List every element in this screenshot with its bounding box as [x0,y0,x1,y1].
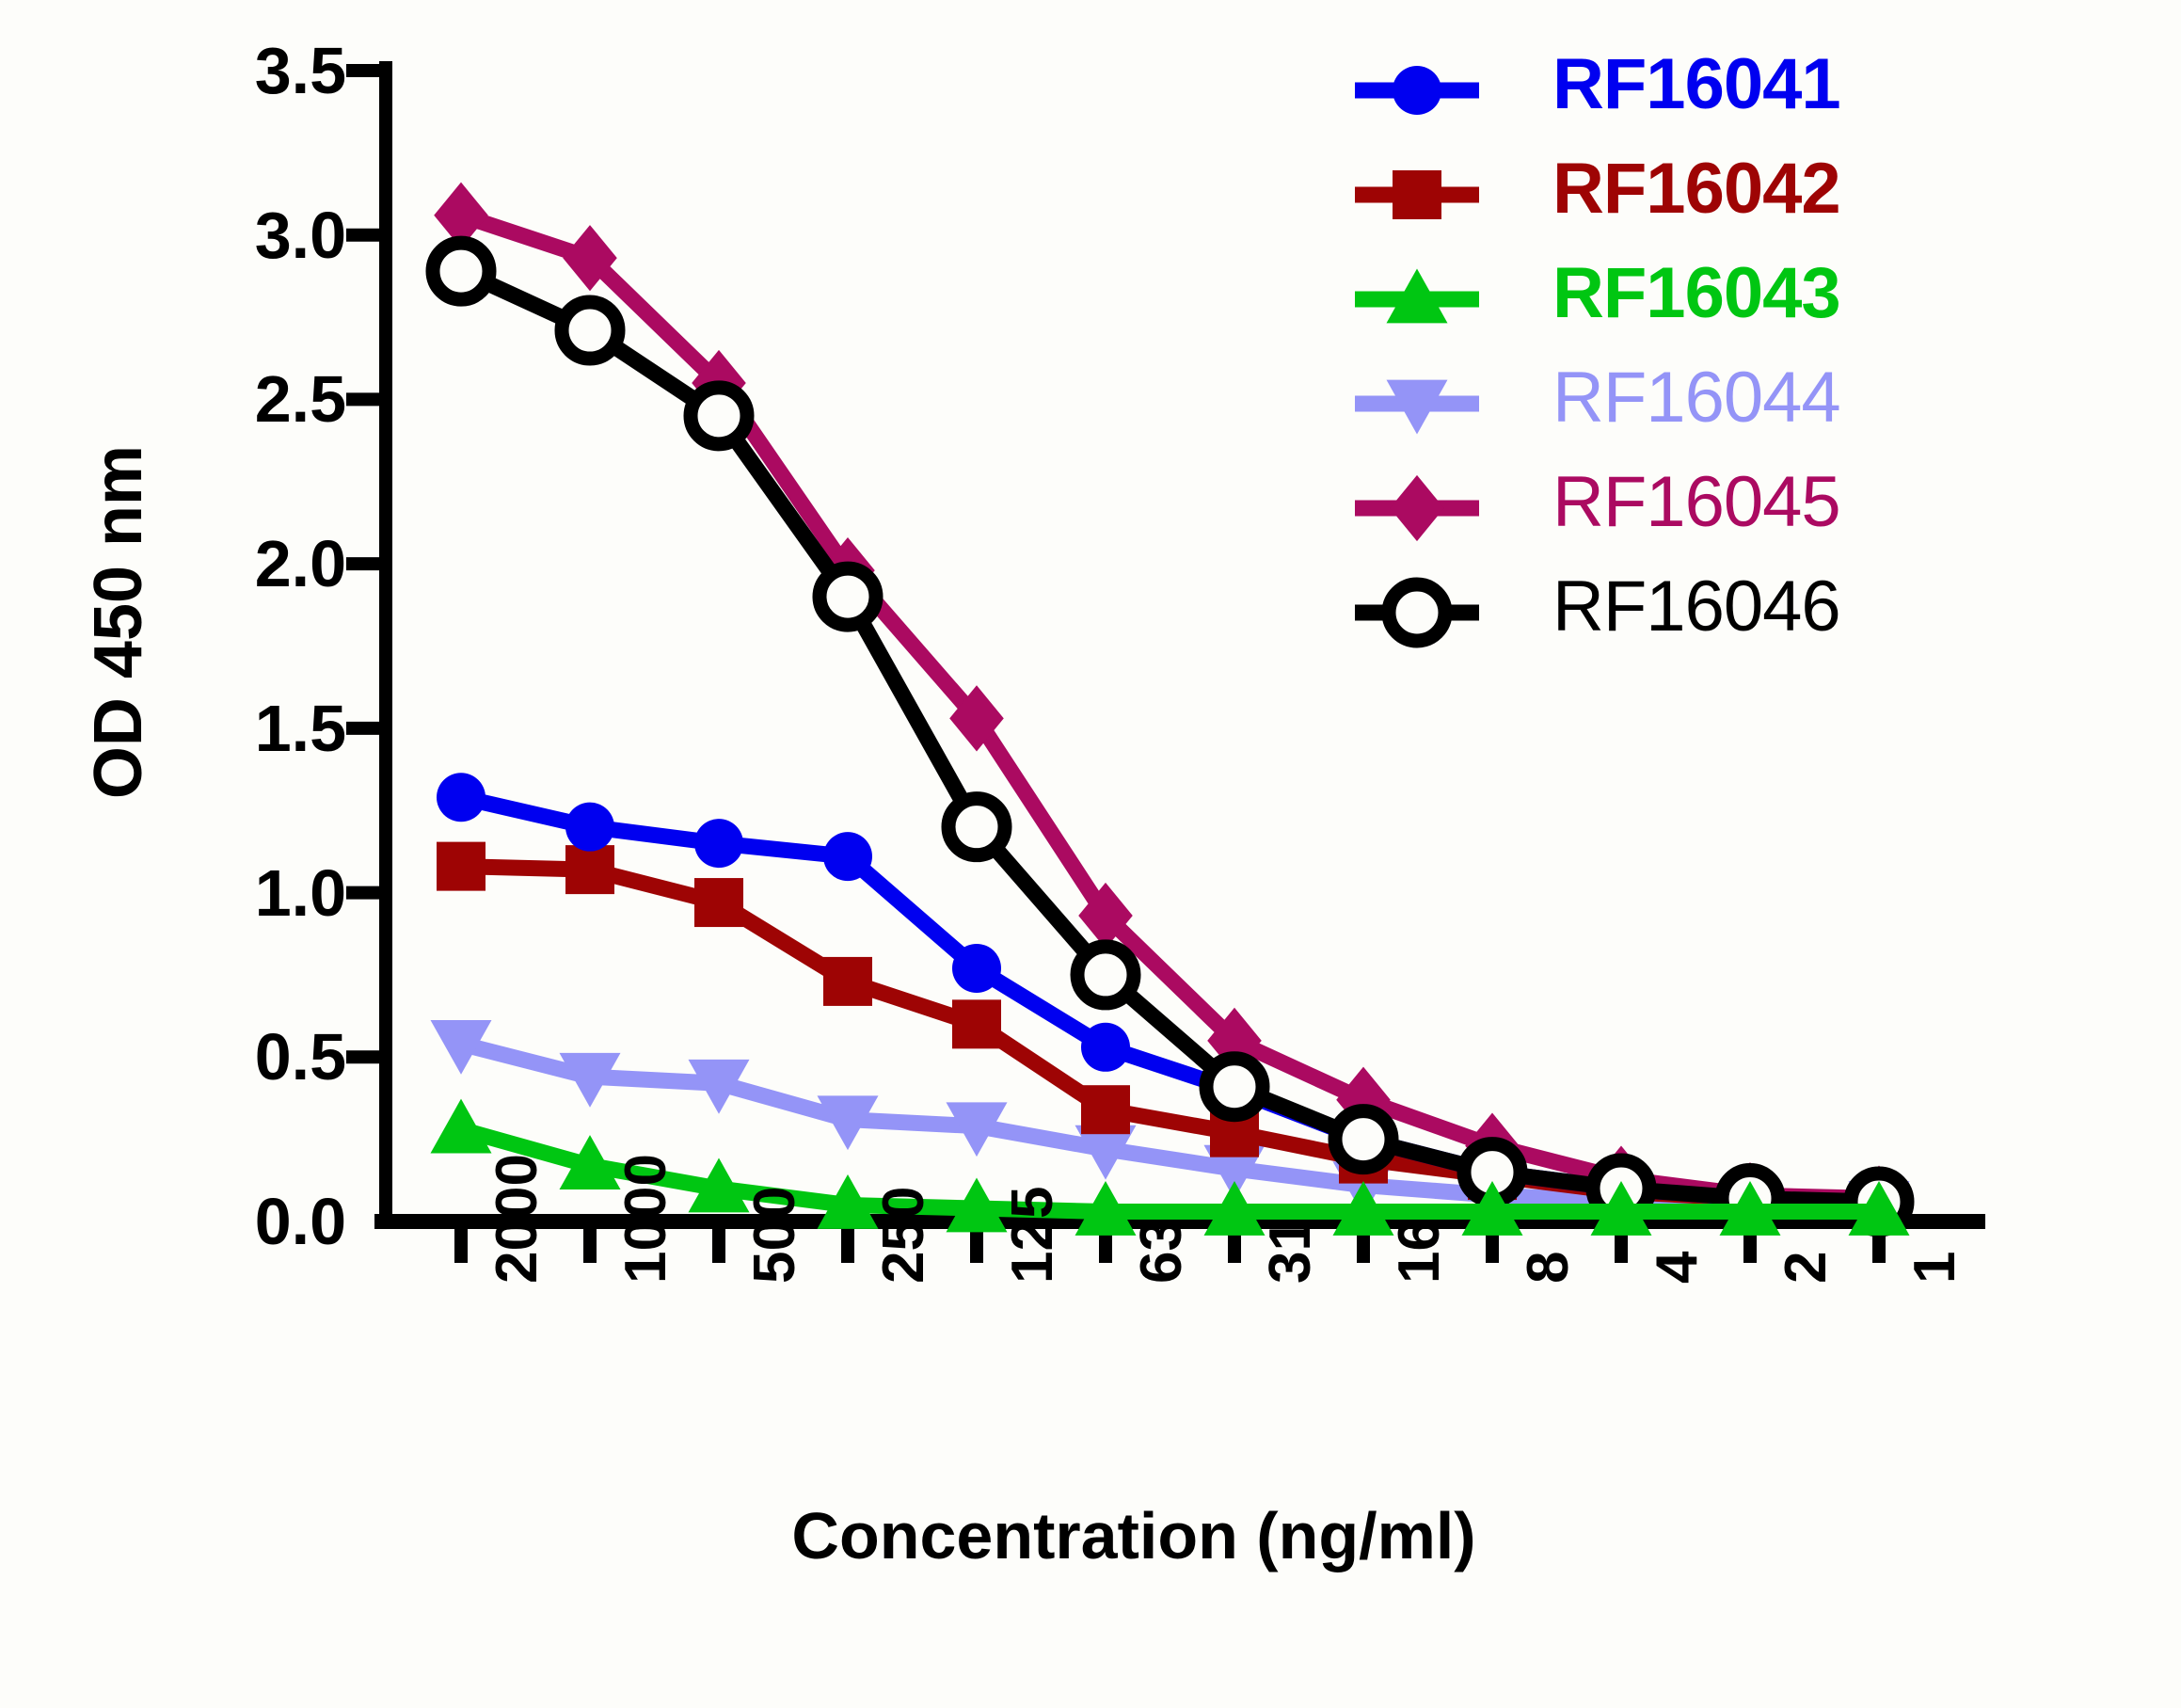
legend-label-RF16043[interactable]: RF16043 [1552,253,1841,333]
x-tick-label: 250 [871,1186,936,1284]
legend-swatch-RF16041[interactable] [1355,66,1479,115]
legend-swatch-RF16044[interactable] [1355,379,1479,435]
y-tick-label: 2.5 [254,362,346,437]
series-RF16043 [430,1098,1910,1236]
data-point-circle-open [554,295,626,366]
data-point-diamond [434,182,488,248]
x-tick-label: 8 [1516,1251,1581,1284]
data-point-circle [1393,66,1441,115]
data-point-triangle-up [1203,1181,1266,1236]
data-point-diamond [563,225,617,292]
legend-swatch-RF16045[interactable] [1355,474,1479,542]
y-tick-label: 0.5 [254,1020,346,1094]
data-point-circle [1081,1022,1130,1072]
legend-swatch-RF16043[interactable] [1355,268,1479,324]
data-point-circle-open [941,791,1012,863]
y-tick-label: 2.0 [254,527,346,601]
legend-label-RF16041[interactable]: RF16041 [1552,44,1841,124]
data-point-square [565,845,614,895]
data-point-circle [823,832,872,882]
data-point-square [437,841,486,891]
data-point-circle-open [425,235,497,307]
data-point-diamond [1336,1066,1391,1133]
data-point-circle [952,943,1001,993]
x-tick-label: 1 [1902,1251,1967,1284]
y-tick-label: 3.0 [254,198,346,272]
data-point-triangle-up [817,1174,879,1229]
data-point-diamond [1390,474,1444,542]
data-point-triangle-up [1590,1181,1652,1236]
legend-label-RF16046[interactable]: RF16046 [1552,567,1841,646]
x-tick-label: 500 [742,1186,807,1284]
data-point-triangle-down [946,1102,1008,1157]
x-axis-title: Concentration (ng/ml) [791,1499,1476,1572]
data-point-circle [437,773,486,822]
data-point-triangle-down [559,1052,621,1108]
data-point-triangle-up [688,1157,750,1213]
y-tick-label: 0.0 [254,1185,346,1258]
data-point-square [1081,1085,1130,1135]
legend-label-RF16045[interactable]: RF16045 [1552,462,1841,542]
y-axis-ticks [346,64,386,1064]
data-point-circle-open [683,380,755,452]
x-tick-label: 4 [1645,1251,1710,1284]
data-point-triangle-down [1386,379,1448,435]
data-point-triangle-up [946,1177,1008,1233]
x-tick-label: 1000 [613,1154,678,1284]
x-tick-label: 125 [1000,1186,1065,1284]
data-point-circle-open [1381,577,1453,648]
x-tick-label: 31 [1258,1219,1323,1284]
legend-swatch-RF16042[interactable] [1355,170,1479,219]
data-point-triangle-up [1075,1181,1137,1236]
data-point-triangle-down [1075,1125,1137,1180]
data-point-triangle-down [688,1059,750,1114]
legend-label-RF16042[interactable]: RF16042 [1552,149,1841,229]
legend-label-RF16044[interactable]: RF16044 [1552,358,1841,438]
data-point-triangle-up [559,1135,621,1189]
y-axis-title: OD 450 nm [81,444,156,800]
data-point-square [823,956,872,1006]
legend-swatch-RF16046[interactable] [1355,577,1479,648]
data-point-triangle-up [1332,1181,1394,1236]
data-point-diamond [949,685,1004,752]
x-tick-label: 2 [1774,1251,1839,1284]
series-RF16046 [425,235,1915,1237]
data-point-triangle-up [1386,268,1448,324]
data-point-triangle-up [1719,1181,1781,1236]
data-point-triangle-down [430,1019,492,1075]
data-point-triangle-up [1848,1181,1910,1236]
data-point-circle-open [1070,939,1141,1011]
axes [374,61,1985,1229]
data-point-circle-open [812,561,884,632]
data-point-triangle-up [430,1098,492,1154]
data-point-circle-open [1328,1104,1399,1175]
data-point-square [1393,170,1441,219]
data-point-square [952,999,1001,1049]
y-tick-label: 1.0 [254,855,346,930]
data-point-circle [565,802,614,852]
y-tick-label: 1.5 [254,691,346,765]
data-point-circle-open [1199,1051,1270,1123]
data-point-triangle-down [817,1095,879,1151]
x-tick-label: 16 [1387,1219,1452,1284]
data-point-diamond [1078,882,1133,950]
x-tick-label: 63 [1129,1219,1194,1284]
data-point-circle [694,819,743,869]
data-point-triangle-up [1461,1181,1523,1236]
x-tick-label: 2000 [485,1154,549,1284]
y-tick-label: 3.5 [254,34,346,107]
data-point-triangle-down [1203,1144,1266,1200]
data-point-square [694,878,743,928]
